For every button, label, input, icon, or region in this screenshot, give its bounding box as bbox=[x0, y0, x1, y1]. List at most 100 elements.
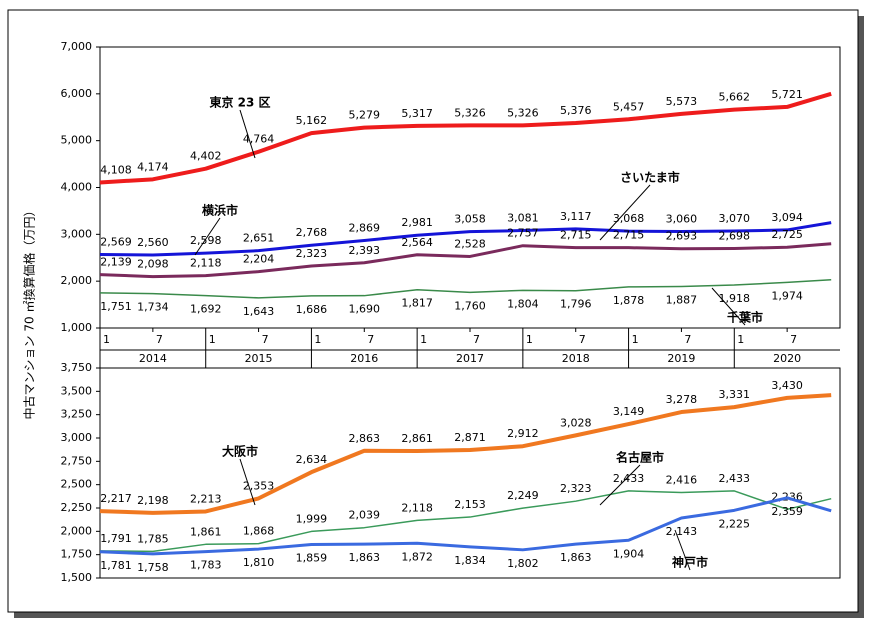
data-label: 1,690 bbox=[349, 303, 381, 316]
series-name: 名古屋市 bbox=[616, 450, 664, 465]
data-label: 2,869 bbox=[349, 221, 381, 234]
data-label: 1,734 bbox=[137, 301, 169, 314]
data-label: 3,117 bbox=[560, 210, 592, 223]
leader-line bbox=[194, 217, 221, 256]
data-label: 2,323 bbox=[560, 482, 592, 495]
data-label: 2,981 bbox=[401, 216, 433, 229]
data-label: 5,573 bbox=[666, 95, 698, 108]
data-label: 1,887 bbox=[666, 293, 698, 306]
data-label: 3,081 bbox=[507, 212, 539, 225]
data-label: 2,204 bbox=[243, 253, 275, 266]
series-line bbox=[99, 242, 832, 279]
data-label: 2,353 bbox=[243, 479, 275, 492]
data-label: 2,598 bbox=[190, 234, 222, 247]
y-tick-label: 1,500 bbox=[61, 571, 93, 584]
series-line bbox=[99, 490, 832, 553]
data-label: 1,810 bbox=[243, 556, 275, 569]
data-label: 1,791 bbox=[100, 532, 132, 545]
leader-line bbox=[599, 464, 641, 506]
data-label: 3,068 bbox=[613, 212, 645, 225]
data-label: 1,872 bbox=[401, 550, 433, 563]
data-label: 2,433 bbox=[613, 472, 645, 485]
data-label: 5,457 bbox=[613, 100, 645, 113]
y-tick-label: 2,250 bbox=[61, 501, 93, 514]
data-label: 2,393 bbox=[349, 244, 381, 257]
series-line bbox=[99, 279, 832, 299]
data-label: 3,060 bbox=[666, 213, 698, 226]
data-label: 5,279 bbox=[349, 109, 381, 122]
y-tick-label: 2,750 bbox=[61, 454, 93, 467]
data-label: 1,999 bbox=[296, 512, 328, 525]
data-label: 2,249 bbox=[507, 489, 539, 502]
data-label: 4,174 bbox=[137, 160, 169, 173]
y-tick-label: 3,000 bbox=[61, 431, 93, 444]
data-label: 2,198 bbox=[137, 494, 169, 507]
data-label: 5,326 bbox=[507, 106, 539, 119]
data-label: 2,871 bbox=[454, 431, 486, 444]
data-label: 1,781 bbox=[100, 559, 132, 572]
data-label: 5,662 bbox=[719, 91, 751, 104]
data-label: 1,643 bbox=[243, 305, 275, 318]
data-label: 5,317 bbox=[401, 107, 433, 120]
data-label: 2,768 bbox=[296, 226, 328, 239]
data-label: 5,376 bbox=[560, 104, 592, 117]
data-label: 1,692 bbox=[190, 303, 222, 316]
x-tick-label: 7 bbox=[790, 333, 797, 346]
x-tick-label: 1 bbox=[209, 333, 216, 346]
data-label: 5,326 bbox=[454, 106, 486, 119]
y-tick-label: 3,000 bbox=[61, 227, 93, 240]
y-tick-label: 5,000 bbox=[61, 134, 93, 147]
data-label: 2,118 bbox=[401, 501, 433, 514]
series-name: 東京 23 区 bbox=[209, 95, 270, 110]
data-label: 2,725 bbox=[771, 228, 803, 241]
data-label: 1,817 bbox=[401, 297, 433, 310]
data-label: 1,904 bbox=[613, 547, 645, 560]
data-label: 1,861 bbox=[190, 525, 222, 538]
data-label: 2,433 bbox=[719, 472, 751, 485]
data-label: 2,651 bbox=[243, 232, 275, 245]
data-label: 5,721 bbox=[771, 88, 803, 101]
year-label: 2019 bbox=[667, 352, 695, 365]
year-label: 2014 bbox=[139, 352, 167, 365]
data-label: 3,331 bbox=[719, 388, 751, 401]
data-label: 1,863 bbox=[349, 551, 381, 564]
series-line bbox=[99, 221, 832, 257]
y-tick-label: 2,500 bbox=[61, 478, 93, 491]
data-label: 1,834 bbox=[454, 554, 486, 567]
data-label: 3,278 bbox=[666, 393, 698, 406]
data-label: 2,715 bbox=[613, 229, 645, 242]
data-label: 2,323 bbox=[296, 247, 328, 260]
x-tick-label: 7 bbox=[367, 333, 374, 346]
data-label: 4,402 bbox=[190, 150, 222, 163]
series-name: 千葉市 bbox=[727, 310, 763, 325]
data-label: 3,028 bbox=[560, 416, 592, 429]
data-label: 1,918 bbox=[719, 292, 751, 305]
y-tick-label: 3,250 bbox=[61, 408, 93, 421]
data-label: 5,162 bbox=[296, 114, 328, 127]
data-label: 4,764 bbox=[243, 133, 275, 146]
data-label: 2,715 bbox=[560, 229, 592, 242]
y-axis-label: 中古マンション 70 ㎡換算価格（万円） bbox=[22, 205, 37, 420]
data-label: 3,094 bbox=[771, 211, 803, 224]
series-name: さいたま市 bbox=[620, 170, 680, 185]
x-tick-label: 1 bbox=[103, 333, 110, 346]
data-label: 2,416 bbox=[666, 474, 698, 487]
data-label: 2,213 bbox=[190, 492, 222, 505]
data-label: 1,868 bbox=[243, 525, 275, 538]
data-label: 2,139 bbox=[100, 256, 132, 269]
data-label: 3,149 bbox=[613, 405, 645, 418]
data-label: 2,225 bbox=[719, 517, 751, 530]
data-label: 1,859 bbox=[296, 551, 328, 564]
x-tick-label: 7 bbox=[262, 333, 269, 346]
data-label: 1,760 bbox=[454, 299, 486, 312]
x-tick-label: 1 bbox=[526, 333, 533, 346]
data-label: 1,783 bbox=[190, 559, 222, 572]
x-tick-label: 1 bbox=[314, 333, 321, 346]
data-label: 2,143 bbox=[666, 525, 698, 538]
y-tick-label: 3,750 bbox=[61, 361, 93, 374]
x-tick-label: 1 bbox=[737, 333, 744, 346]
x-tick-label: 7 bbox=[579, 333, 586, 346]
data-label: 4,108 bbox=[100, 163, 132, 176]
x-tick-label: 1 bbox=[632, 333, 639, 346]
